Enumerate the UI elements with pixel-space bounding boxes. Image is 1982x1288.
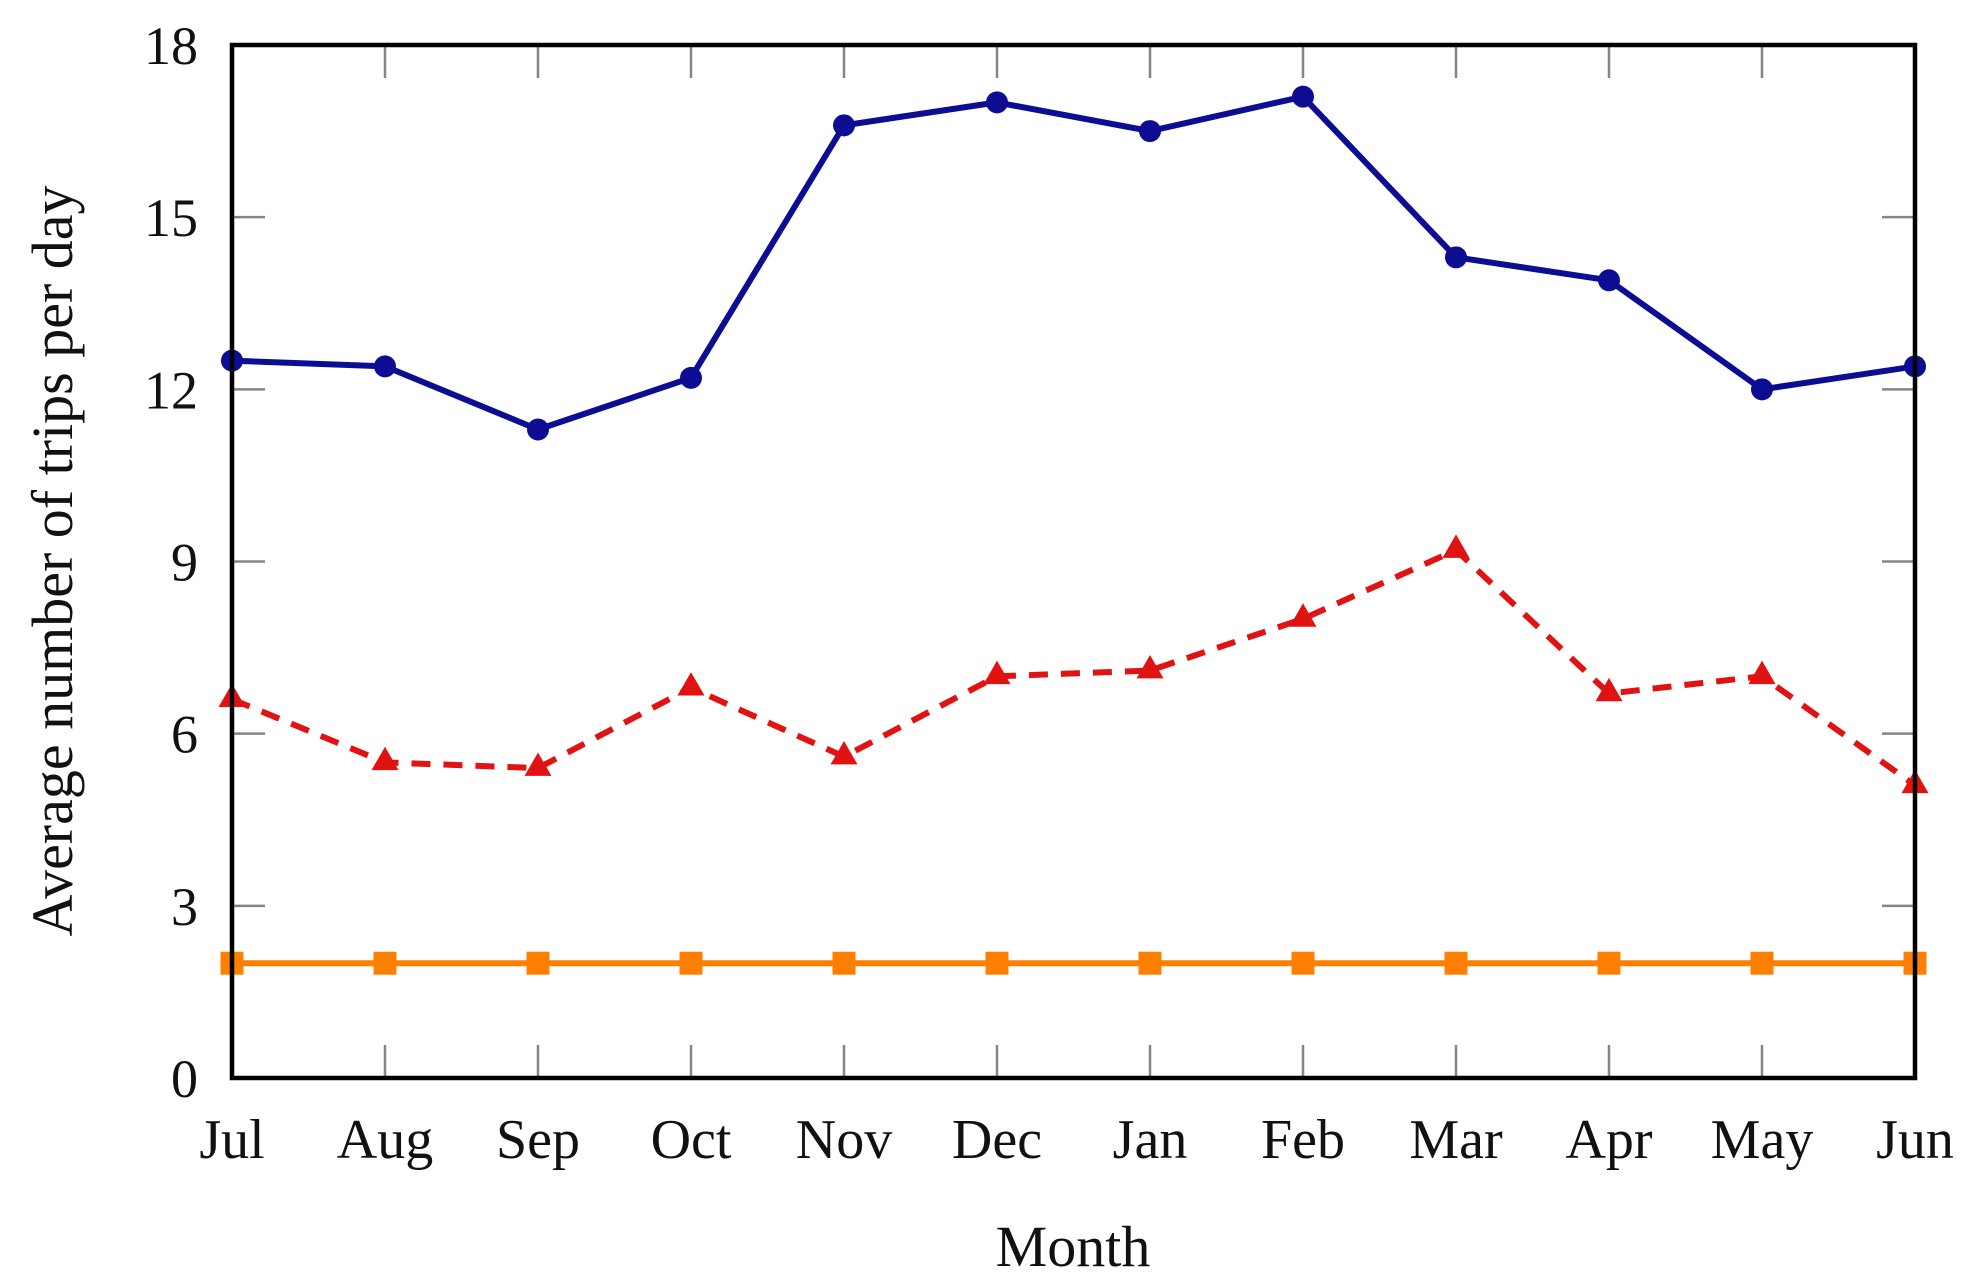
x-tick-label: Dec — [952, 1109, 1042, 1171]
y-tick-label: 15 — [144, 188, 198, 248]
y-axis-title: Average number of trips per day — [20, 185, 85, 936]
blue-solid-circle-series-marker — [1598, 269, 1620, 292]
y-tick-label: 6 — [171, 705, 198, 765]
orange-solid-square-series-marker — [373, 951, 397, 975]
red-dashed-triangle-series-marker — [371, 746, 399, 771]
orange-solid-square-series-marker — [1291, 951, 1315, 975]
orange-solid-square-series-marker — [1597, 951, 1621, 975]
orange-solid-square-series-marker — [1138, 951, 1162, 975]
plot-border — [229, 42, 1918, 1081]
blue-solid-circle-series-marker — [1292, 85, 1314, 108]
x-tick-label: Sep — [496, 1109, 580, 1171]
red-dashed-triangle-series-marker — [524, 752, 552, 776]
x-tick-label: Jun — [1876, 1109, 1954, 1171]
blue-solid-circle-series-marker — [680, 366, 702, 389]
blue-solid-circle-series-marker — [986, 91, 1008, 114]
x-tick-label: Aug — [337, 1109, 433, 1171]
y-tick-label: 12 — [144, 360, 198, 420]
x-tick-label: Nov — [796, 1109, 892, 1171]
blue-solid-circle-series-line — [231, 93, 1916, 433]
red-dashed-triangle-series-marker — [983, 660, 1011, 685]
y-tick-label: 0 — [171, 1049, 198, 1109]
x-tick-label: Oct — [651, 1109, 732, 1171]
red-dashed-triangle-series-marker — [1748, 660, 1776, 685]
x-axis-title: Month — [996, 1214, 1151, 1279]
x-tick-label: Apr — [1565, 1109, 1652, 1171]
plot-area: 0 3 6 9 12 15 18 Jul Aug Sep Oct Nov Dec Jan Feb Mar Apr… — [144, 16, 1954, 1171]
x-tick-label: Feb — [1261, 1109, 1345, 1171]
orange-solid-square-series-marker — [679, 951, 703, 975]
red-dashed-triangle-series-marker — [1442, 534, 1470, 558]
red-dashed-triangle-series-marker — [830, 741, 858, 765]
blue-solid-circle-series-marker — [374, 355, 396, 378]
blue-solid-circle-series-marker — [1139, 120, 1161, 143]
red-dashed-triangle-series-marker — [1595, 677, 1623, 702]
red-dashed-triangle-series-marker — [1136, 654, 1164, 679]
orange-solid-square-series-marker — [1750, 951, 1774, 975]
y-tick-label: 18 — [144, 16, 198, 76]
x-tick-label: Jan — [1113, 1109, 1188, 1171]
blue-solid-circle-series-marker — [1751, 378, 1773, 401]
y-tick-label: 9 — [171, 533, 198, 593]
x-tick-label: Mar — [1409, 1109, 1503, 1171]
orange-solid-square-series-marker — [985, 951, 1009, 975]
y-tick-label: 3 — [171, 877, 198, 937]
orange-solid-square-series-marker — [526, 951, 550, 975]
x-tick-label: Jul — [199, 1109, 264, 1171]
red-dashed-triangle-series-line — [230, 547, 1917, 788]
blue-solid-circle-series-marker — [527, 418, 549, 441]
red-dashed-triangle-series-marker — [1289, 603, 1317, 627]
red-dashed-triangle-series-marker — [677, 672, 705, 696]
orange-solid-square-series-marker — [1444, 951, 1468, 975]
blue-solid-circle-series-marker — [1445, 246, 1467, 269]
blue-solid-circle-series-marker — [833, 114, 855, 137]
orange-solid-square-series-marker — [832, 951, 856, 975]
x-tick-label: May — [1711, 1109, 1814, 1171]
